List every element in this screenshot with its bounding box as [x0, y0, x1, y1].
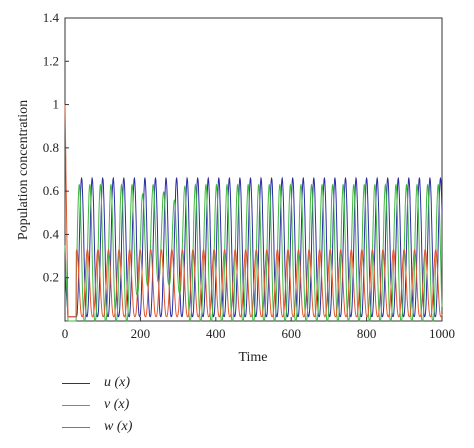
legend-item-u: u (x) [62, 372, 132, 394]
legend-label-u: u (x) [104, 375, 131, 390]
x-tick-label: 0 [62, 326, 69, 341]
legend-swatch-v [62, 404, 90, 406]
y-tick-label: 1 [53, 97, 60, 112]
series-line-w [64, 104, 443, 318]
legend: u (x) v (x) w (x) [62, 372, 132, 438]
y-tick-label: 0.8 [43, 140, 59, 155]
x-tick-label: 400 [206, 326, 226, 341]
chart: 0 200 400 600 800 1000 0.2 0.4 0.6 0.8 1 1.2 1.4 Tim… [16, 10, 455, 365]
y-tick-label: 0.4 [43, 226, 60, 241]
tick-layer: 0 200 400 600 800 1000 0.2 0.4 0.6 0.8 1 1.2 1.4 [43, 10, 455, 341]
x-axis-label: Time [238, 350, 267, 365]
x-tick-label: 1000 [429, 326, 455, 341]
y-tick-label: 0.2 [43, 270, 59, 285]
legend-item-v: v (x) [62, 394, 132, 416]
legend-label-v: v (x) [104, 397, 130, 412]
y-axis-label: Population concentration [16, 100, 31, 240]
series-layer [64, 104, 443, 322]
y-tick-label: 1.4 [43, 10, 60, 25]
legend-swatch-u [62, 382, 90, 384]
x-tick-label: 200 [131, 326, 151, 341]
y-tick-label: 1.2 [43, 53, 59, 68]
y-tick-label: 0.6 [43, 183, 60, 198]
x-tick-label: 600 [281, 326, 301, 341]
x-tick-label: 800 [357, 326, 377, 341]
legend-swatch-w [62, 426, 90, 428]
series-line-v [64, 183, 443, 322]
legend-item-w: w (x) [62, 416, 132, 438]
legend-label-w: w (x) [104, 419, 133, 434]
